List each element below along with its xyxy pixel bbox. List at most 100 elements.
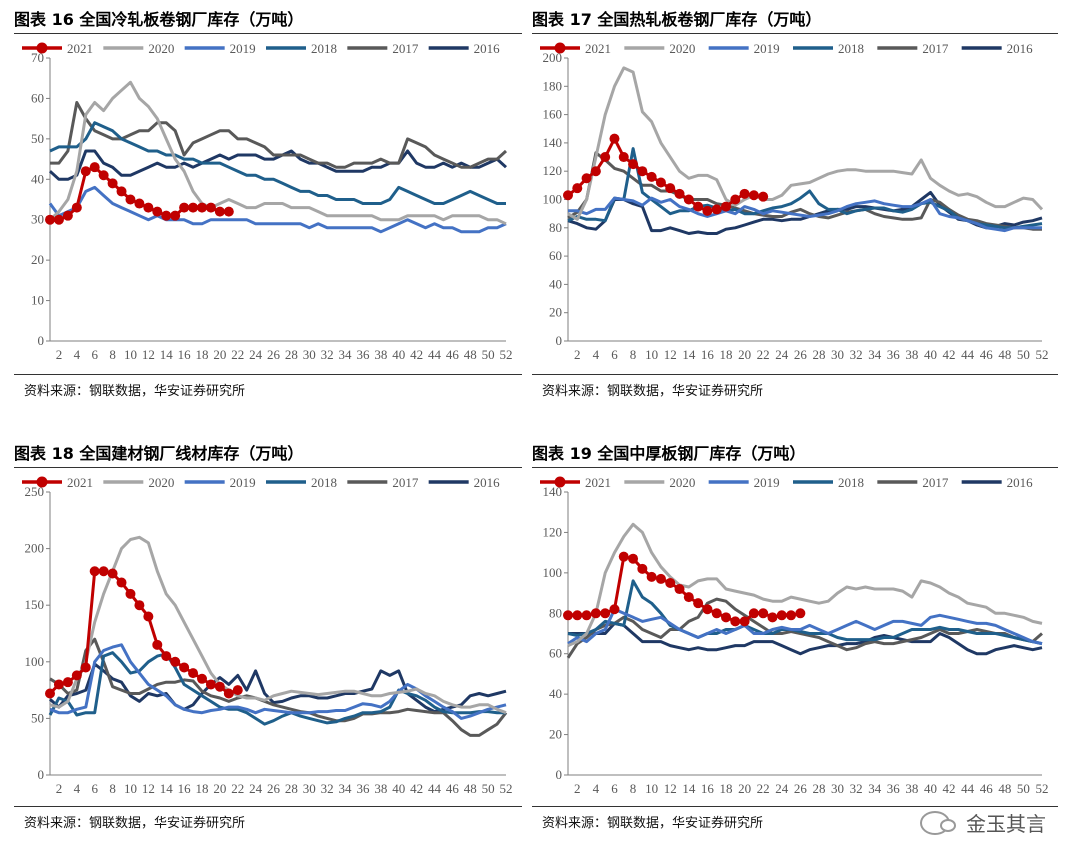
x-tick-label: 50 [482,781,495,796]
x-tick-label: 50 [1017,781,1030,796]
source-note: 资料来源：钢联数据，华安证券研究所 [542,816,764,831]
chart-panel-19: 图表 19 全国中厚板钢厂库存（万吨） 0 20 40 60 80 100 120 140 2 4… [532,440,1058,840]
x-tick-label: 2 [56,347,63,362]
x-tick-label: 12 [664,781,677,796]
x-tick-label: 6 [91,781,98,796]
x-tick-label: 44 [961,781,975,796]
legend-label-2019: 2019 [230,475,256,490]
x-tick-label: 2 [574,781,581,796]
legend-label-2019: 2019 [754,41,780,56]
point-2021 [232,685,243,696]
x-tick-label: 32 [850,781,863,796]
y-tick-label: 30 [31,212,44,227]
point-2021 [618,551,629,562]
x-tick-label: 28 [285,781,298,796]
y-tick-label: 140 [543,135,563,150]
x-tick-label: 42 [410,347,423,362]
x-tick-label: 16 [178,347,192,362]
x-tick-label: 8 [630,781,637,796]
y-tick-label: 20 [31,252,44,267]
x-tick-label: 22 [757,347,770,362]
chart-panel-17: 图表 17 全国热轧板卷钢厂库存（万吨） 0 20 40 60 80 100 120 140 1… [532,6,1058,406]
y-tick-label: 70 [31,50,44,65]
x-tick-label: 34 [339,781,353,796]
point-2021 [711,608,722,619]
series-line-2017 [566,597,1043,659]
legend-label-2018: 2018 [838,475,864,490]
source-rule [14,806,522,807]
y-tick-label: 100 [543,192,563,207]
point-2021 [609,604,620,615]
x-tick-label: 16 [701,347,715,362]
source-note: 资料来源：钢联数据，华安证券研究所 [542,384,764,399]
legend-label-2020: 2020 [669,41,695,56]
legend-label-2017: 2017 [922,475,949,490]
x-tick-label: 18 [196,781,209,796]
x-tick-label: 6 [611,347,618,362]
y-tick-label: 0 [38,333,45,348]
x-tick-label: 24 [775,781,789,796]
point-2021 [637,166,648,177]
legend-label-2017: 2017 [922,41,949,56]
series-line-2019 [568,196,1042,233]
y-tick-label: 0 [556,333,563,348]
point-2021 [62,210,73,221]
series-line-2020 [567,66,1044,221]
point-2021 [563,610,573,621]
point-2021 [730,616,741,627]
series-line-2021 [567,137,764,213]
x-tick-label: 50 [482,347,495,362]
x-tick-label: 38 [374,781,387,796]
x-tick-label: 18 [720,781,733,796]
x-tick-label: 38 [905,781,918,796]
point-2021 [134,198,145,209]
point-2021 [80,166,91,177]
y-tick-label: 0 [556,767,563,782]
x-tick-label: 48 [998,781,1011,796]
point-2021 [721,201,731,212]
point-2021 [665,183,676,194]
point-2021 [758,608,769,619]
y-tick-label: 100 [543,565,563,580]
x-tick-label: 52 [1036,781,1049,796]
point-2021 [665,577,676,588]
x-tick-label: 20 [738,347,751,362]
point-2021 [80,662,91,673]
legend-label-2020: 2020 [148,41,174,56]
x-tick-label: 14 [160,781,174,796]
x-tick-label: 30 [303,781,316,796]
x-tick-label: 24 [775,347,789,362]
legend-label-2018: 2018 [311,475,337,490]
point-2021 [188,202,199,213]
chart-title: 图表 16 全国冷轧板卷钢厂库存（万吨） [14,10,304,29]
y-tick-label: 40 [549,276,562,291]
y-tick-label: 80 [549,605,562,620]
legend-label-2017: 2017 [392,475,419,490]
point-2021 [125,194,136,205]
point-2021 [179,202,190,213]
x-tick-label: 8 [109,347,116,362]
series-line-2021 [48,569,239,695]
point-2021 [693,598,704,609]
x-tick-label: 36 [887,347,901,362]
point-2021 [683,592,694,603]
source-rule [532,806,1058,807]
series-line-2016 [49,662,507,714]
title-rule [14,33,522,34]
x-tick-label: 34 [868,347,882,362]
x-tick-label: 14 [682,347,696,362]
x-tick-label: 40 [392,347,405,362]
point-2021 [600,608,611,619]
series-line-2018 [49,121,506,205]
x-tick-label: 26 [267,781,281,796]
x-tick-label: 38 [905,347,918,362]
y-tick-label: 250 [25,484,45,499]
x-tick-label: 28 [812,347,825,362]
point-2021 [609,133,620,144]
point-2021 [655,177,666,188]
point-2021 [628,553,639,564]
point-2021 [572,610,583,621]
x-tick-label: 22 [757,781,770,796]
